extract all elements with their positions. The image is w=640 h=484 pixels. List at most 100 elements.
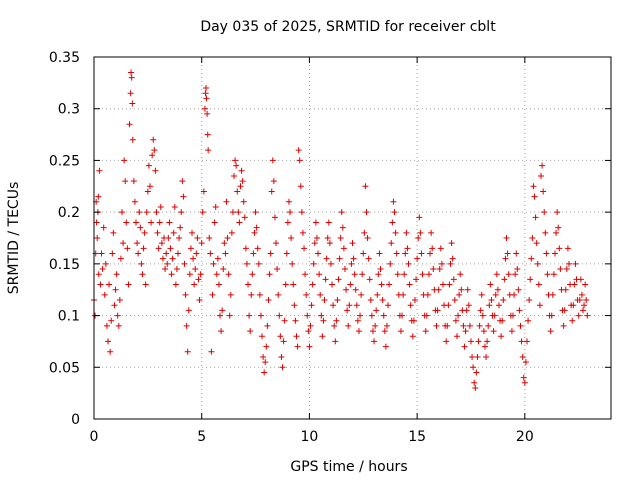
data-point — [183, 322, 190, 329]
data-point — [206, 235, 213, 241]
data-point — [467, 338, 474, 345]
data-point — [576, 297, 583, 304]
data-point — [296, 157, 303, 164]
data-point — [503, 235, 510, 241]
data-point — [123, 219, 130, 226]
data-point — [522, 359, 529, 366]
data-point — [283, 250, 290, 257]
data-point — [318, 312, 325, 319]
data-point — [443, 338, 450, 345]
data-point — [494, 286, 501, 293]
data-point — [138, 260, 145, 267]
data-point — [151, 147, 158, 154]
data-point — [266, 271, 273, 278]
data-point — [235, 209, 242, 216]
data-point — [465, 302, 472, 309]
data-point — [245, 281, 252, 288]
data-point — [449, 255, 456, 262]
data-point — [357, 312, 364, 319]
data-point — [551, 250, 558, 257]
data-point — [334, 297, 341, 304]
data-point — [380, 312, 387, 319]
data-point — [530, 183, 537, 190]
data-point — [571, 281, 578, 288]
data-point — [540, 188, 547, 195]
data-point — [338, 209, 345, 216]
data-point — [415, 235, 422, 241]
data-point — [463, 307, 470, 314]
data-point — [226, 312, 233, 319]
data-point — [291, 302, 298, 309]
data-point — [349, 240, 356, 247]
data-point — [360, 250, 367, 257]
data-point — [518, 338, 525, 345]
data-point — [343, 286, 350, 293]
data-point — [371, 338, 378, 345]
data-point — [453, 333, 460, 340]
data-point — [539, 162, 546, 169]
data-point — [382, 343, 389, 350]
data-point — [185, 307, 192, 314]
data-point — [133, 219, 140, 226]
data-point — [269, 157, 276, 164]
data-point — [268, 188, 275, 195]
data-point — [241, 214, 248, 221]
data-point — [129, 100, 136, 107]
data-point — [445, 302, 452, 309]
data-point — [247, 328, 254, 335]
data-point — [554, 209, 561, 216]
data-point — [159, 255, 166, 262]
data-point — [495, 302, 502, 309]
data-point — [354, 317, 361, 324]
data-point — [305, 328, 312, 335]
data-point — [430, 266, 437, 273]
data-point — [481, 343, 488, 350]
x-tick-label: 15 — [408, 429, 426, 445]
data-point — [116, 297, 123, 304]
x-tick-label: 20 — [516, 429, 534, 445]
data-point — [253, 224, 260, 231]
data-point — [404, 245, 411, 252]
data-point — [199, 209, 206, 216]
data-point — [488, 297, 495, 304]
data-point — [316, 271, 323, 278]
data-point — [532, 214, 539, 221]
data-point — [107, 348, 114, 355]
data-point — [184, 348, 191, 355]
data-point — [499, 317, 506, 324]
data-point — [451, 297, 458, 304]
y-tick-label: 0.15 — [49, 257, 80, 273]
data-point — [170, 229, 177, 236]
data-point — [549, 291, 556, 298]
data-point — [562, 286, 569, 293]
data-point — [521, 379, 528, 386]
data-point — [471, 379, 478, 386]
data-point — [456, 291, 463, 298]
data-point — [523, 338, 530, 345]
data-point — [550, 271, 557, 278]
data-point — [448, 240, 455, 247]
data-point — [516, 307, 523, 314]
data-point — [317, 291, 324, 298]
data-point — [154, 229, 161, 236]
data-point — [414, 255, 421, 262]
data-point — [570, 302, 577, 309]
data-point — [95, 271, 102, 278]
data-point — [527, 276, 534, 283]
data-point — [504, 250, 511, 257]
data-point — [182, 291, 189, 298]
data-point — [126, 121, 133, 128]
data-point — [329, 281, 336, 288]
data-point — [285, 198, 292, 205]
data-point — [517, 322, 524, 329]
data-point — [248, 291, 255, 298]
data-point — [582, 281, 589, 288]
data-point — [148, 219, 155, 226]
data-point — [348, 260, 355, 267]
data-point — [457, 271, 464, 278]
data-point — [577, 276, 584, 283]
data-point — [225, 271, 232, 278]
data-point — [520, 374, 527, 381]
data-point — [336, 255, 343, 262]
data-point — [351, 271, 358, 278]
